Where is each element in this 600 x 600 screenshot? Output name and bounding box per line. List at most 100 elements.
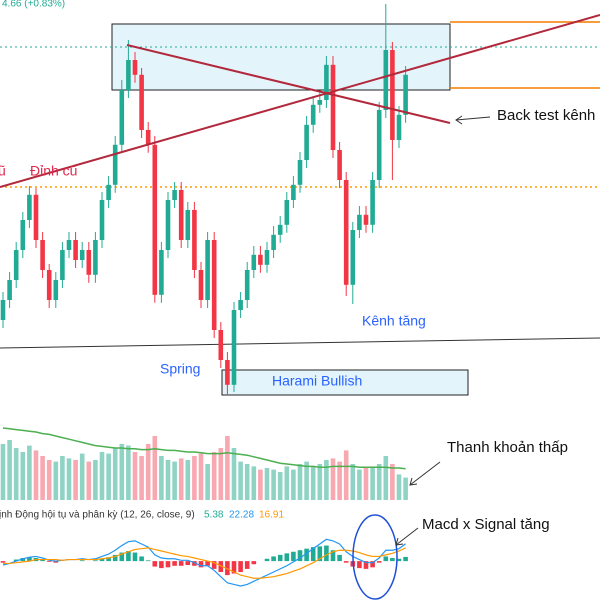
macd-histogram	[291, 551, 296, 562]
candle-body	[264, 250, 270, 265]
candle-body	[383, 50, 389, 110]
macd-histogram	[159, 561, 164, 569]
macd-histogram	[383, 556, 389, 562]
macd-histogram	[370, 561, 375, 568]
volume-bar	[126, 445, 131, 500]
macd-histogram	[145, 560, 151, 562]
macd-histogram	[218, 561, 224, 572]
candle-body	[376, 110, 382, 180]
arrow	[395, 527, 419, 546]
volume-bar	[106, 453, 111, 500]
volume-bar	[159, 456, 164, 500]
macd-histogram	[13, 559, 19, 562]
candle-body	[73, 240, 78, 260]
signal-line	[3, 547, 406, 579]
candle-body	[390, 50, 395, 140]
candle-body	[99, 200, 105, 240]
candle-body	[20, 220, 26, 250]
candle-body	[33, 194, 39, 240]
volume-bar	[403, 477, 408, 500]
candle-body	[66, 240, 72, 250]
candle-body	[218, 330, 224, 360]
channel-line	[0, 337, 600, 349]
candle-body	[27, 194, 32, 220]
candle-body	[317, 100, 323, 105]
volume-bar	[383, 456, 389, 500]
candle-body	[139, 74, 144, 130]
volume-bar	[178, 458, 184, 500]
volume-bar	[271, 469, 276, 500]
candle-body	[13, 250, 19, 280]
macd-histogram	[178, 561, 184, 566]
candle-body	[244, 270, 250, 300]
candle-body	[370, 180, 375, 225]
macd-histogram	[403, 556, 408, 562]
volume-bar	[350, 464, 356, 500]
volume-bar	[396, 474, 402, 500]
volume-bar	[284, 466, 290, 500]
volume-bar	[251, 466, 257, 500]
macd-histogram	[152, 561, 158, 567]
volume-bar	[376, 464, 382, 500]
candle-body	[225, 360, 230, 385]
volume-bar	[225, 436, 230, 500]
candle-body	[152, 144, 158, 295]
arrow	[409, 461, 441, 486]
macd-histogram	[185, 561, 191, 565]
volume-bar	[310, 466, 316, 500]
macd-histogram	[310, 547, 316, 562]
candle-body	[310, 104, 316, 125]
annotation: Thanh khoản thấp	[447, 439, 568, 456]
volume-bar	[132, 452, 138, 500]
candle-body	[297, 160, 303, 185]
macd-histogram	[231, 561, 237, 574]
candle-body	[165, 200, 171, 250]
volume-bar	[337, 461, 342, 500]
candle-body	[330, 64, 336, 150]
volume-bar	[390, 464, 395, 500]
candle-body	[238, 300, 243, 310]
volume-bar	[198, 453, 204, 500]
volume-bar	[99, 452, 105, 500]
volume-bar	[7, 440, 12, 500]
volume-bar	[238, 461, 243, 500]
annotation: Harami Bullish	[272, 373, 362, 389]
macd-histogram	[251, 561, 257, 565]
candle-body	[337, 150, 342, 180]
macd-histogram	[205, 561, 210, 566]
candle-body	[185, 210, 191, 240]
volume-bar	[73, 460, 78, 500]
macd-histogram	[357, 561, 362, 569]
macd-histogram	[304, 548, 309, 562]
macd-histogram	[198, 561, 204, 568]
indicator-value: 16.91	[259, 510, 284, 521]
volume-bar	[370, 466, 375, 500]
candle-body	[343, 180, 349, 285]
candle-body	[403, 74, 408, 115]
candle-body	[291, 184, 296, 200]
macd-histogram	[0, 561, 6, 563]
macd-histogram	[284, 553, 290, 562]
macd-histogram	[99, 558, 105, 562]
volume-bar	[145, 444, 151, 500]
macd-histogram	[20, 558, 26, 562]
volume-bar	[258, 469, 263, 500]
candle-body	[106, 184, 111, 200]
macd-histogram	[297, 550, 303, 562]
volume-bar	[20, 452, 26, 500]
volume-bar	[86, 461, 92, 500]
candle-body	[251, 254, 257, 270]
macd-histogram	[225, 561, 230, 576]
annotation: Macd x Signal tăng	[422, 516, 550, 533]
candle-body	[7, 280, 12, 300]
volume-bar	[60, 456, 65, 500]
candle-body	[231, 310, 237, 385]
candle-body	[159, 250, 164, 295]
candle-body	[93, 240, 98, 275]
macd-histogram	[396, 558, 402, 562]
volume-bar	[244, 464, 250, 500]
candle-body	[304, 124, 309, 160]
macd-histogram	[337, 554, 342, 562]
arrow-head	[409, 477, 418, 486]
